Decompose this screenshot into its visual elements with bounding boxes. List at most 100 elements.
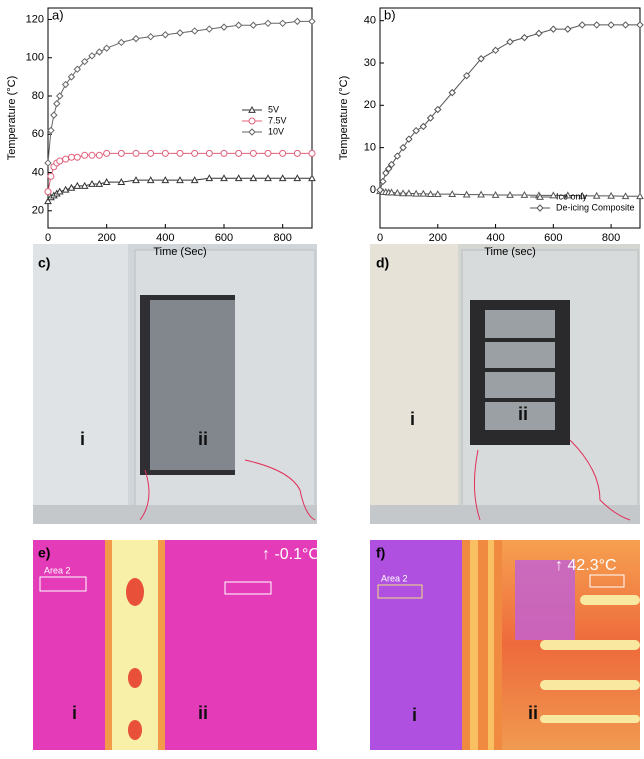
marker	[53, 99, 61, 108]
marker	[50, 111, 58, 119]
marker	[636, 21, 644, 29]
region-label: ii	[198, 703, 208, 723]
legend-marker	[248, 128, 256, 136]
marker	[88, 179, 96, 187]
marker	[103, 149, 111, 157]
marker	[161, 149, 169, 157]
marker	[191, 149, 199, 157]
region-label: ii	[528, 703, 538, 723]
panel-label: f)	[376, 545, 385, 561]
marker	[393, 188, 402, 196]
marker	[205, 25, 214, 33]
y-axis-label: Temperature (°C)	[6, 76, 18, 160]
marker	[88, 151, 96, 159]
marker	[433, 190, 442, 198]
marker	[387, 188, 396, 196]
marker	[67, 183, 76, 191]
marker	[491, 190, 500, 198]
marker	[73, 181, 82, 189]
region-label: i	[80, 429, 85, 449]
marker	[293, 17, 302, 26]
marker	[387, 160, 396, 169]
marker	[405, 189, 413, 197]
plot-frame	[379, 7, 641, 229]
marker	[636, 192, 644, 200]
marker	[234, 174, 243, 182]
marker	[95, 48, 104, 56]
y-tick-label: 10	[364, 142, 376, 154]
marker	[448, 190, 457, 198]
marker	[607, 21, 615, 29]
marker	[73, 65, 82, 73]
marker	[234, 21, 243, 29]
marker	[56, 157, 64, 165]
legend-marker	[536, 192, 544, 200]
x-tick-label: 600	[544, 232, 562, 244]
legend-label: 7.5V	[268, 115, 287, 125]
region-label: ii	[518, 404, 528, 424]
marker	[412, 189, 420, 197]
region-label: ii	[198, 429, 208, 449]
marker	[448, 88, 456, 97]
x-tick-label: 800	[273, 232, 291, 244]
x-tick-label: 600	[215, 232, 233, 244]
marker	[279, 149, 287, 157]
marker	[80, 57, 89, 66]
y-tick-label: 80	[32, 90, 44, 102]
marker	[249, 174, 258, 182]
x-tick-label: 0	[45, 232, 51, 244]
temperature-reading: ↑ -0.1°C	[262, 546, 320, 563]
marker	[117, 38, 126, 47]
x-axis-label: Time (sec)	[484, 246, 536, 258]
marker	[308, 17, 316, 26]
marker	[278, 174, 287, 182]
marker	[117, 178, 126, 185]
marker	[176, 29, 184, 37]
marker	[564, 25, 572, 33]
y-tick-label: 20	[364, 99, 376, 111]
x-tick-label: 400	[486, 232, 504, 244]
marker	[235, 149, 243, 157]
marker	[62, 155, 70, 163]
marker	[549, 25, 558, 33]
marker	[102, 178, 111, 185]
marker	[578, 21, 586, 29]
marker	[506, 190, 514, 198]
y-tick-label: 40	[32, 166, 44, 178]
marker	[264, 149, 272, 157]
marker	[520, 190, 529, 198]
marker	[147, 149, 155, 157]
legend-marker	[248, 105, 256, 113]
marker	[161, 31, 170, 39]
marker	[132, 34, 140, 43]
marker	[592, 191, 601, 199]
y-tick-label: 120	[26, 13, 44, 25]
marker	[419, 189, 428, 197]
marker	[405, 135, 413, 143]
legend-label: De-icing Composite	[556, 202, 635, 212]
marker	[56, 92, 64, 100]
marker	[293, 149, 301, 157]
marker	[249, 21, 258, 29]
thermal-f: f) Area 2 ↑ 42.3°C i ii	[370, 540, 640, 750]
legend-marker	[536, 204, 544, 212]
marker	[55, 187, 64, 195]
marker	[563, 191, 572, 199]
marker	[44, 188, 52, 196]
marker	[205, 149, 213, 157]
series-line	[47, 20, 312, 164]
marker	[393, 152, 402, 160]
marker	[293, 174, 302, 182]
region-label: i	[72, 703, 77, 723]
marker	[190, 27, 199, 35]
marker	[264, 19, 272, 28]
marker	[220, 23, 228, 31]
marker	[621, 21, 630, 29]
marker	[88, 52, 96, 60]
marker	[382, 169, 390, 177]
marker	[477, 190, 485, 198]
legend-label: Ice only	[556, 191, 588, 201]
marker	[520, 33, 529, 42]
marker	[419, 122, 428, 131]
